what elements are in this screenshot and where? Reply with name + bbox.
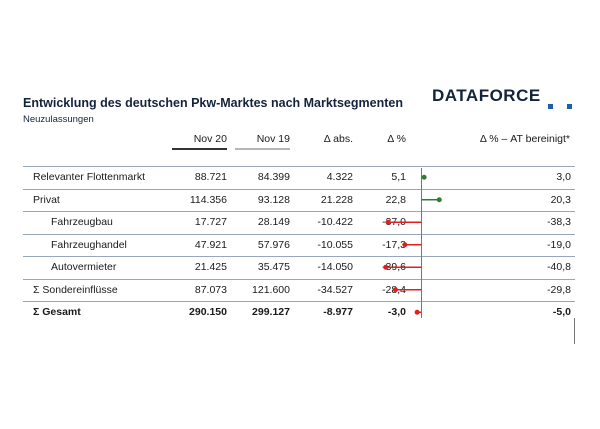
nov20-header-bar: [172, 148, 227, 150]
cell-nov20: 114.356: [189, 193, 227, 206]
nov19-header-bar: [235, 148, 290, 150]
cell-nov20: 17.727: [194, 216, 227, 228]
cell-nov19: 28.149: [257, 216, 290, 228]
cell-adj: -40,8: [547, 261, 571, 273]
table-row: Σ Gesamt 290.150 299.127 -8.977 -3,0 -5,0: [23, 301, 575, 323]
table-row: Σ Sondereinflüsse 87.073 121.600 -34.527 -28…: [23, 279, 575, 301]
col-header-adj: Δ % – AT bereinigt*: [479, 133, 570, 145]
row-label: Fahrzeugbau: [51, 216, 113, 228]
dataforce-logo: DATAFORCE: [432, 86, 541, 105]
row-separator: [23, 188, 575, 190]
cell-nov20: 21.425: [194, 261, 227, 273]
cell-pct: -39,6: [382, 261, 406, 273]
cell-abs: -8.977: [323, 306, 353, 318]
cell-pct: 22,8: [385, 193, 406, 206]
row-label: Privat: [33, 193, 60, 206]
cell-pct: -28,4: [382, 283, 406, 296]
cell-nov19: 93.128: [257, 193, 290, 206]
cell-adj: -29,8: [547, 283, 571, 296]
cell-adj: 20,3: [550, 193, 571, 206]
cell-nov19: 57.976: [257, 238, 290, 251]
chart-title: Entwicklung des deutschen Pkw-Marktes na…: [23, 96, 403, 110]
table-row: Relevanter Flottenmarkt 88.721 84.399 4.322…: [23, 166, 575, 188]
cell-pct: 5,1: [391, 171, 406, 183]
col-header-abs: Δ abs.: [323, 133, 353, 145]
cell-nov19: 121.600: [252, 283, 290, 296]
cell-pct: -37,0: [382, 216, 406, 228]
cell-nov19: 299.127: [252, 306, 290, 318]
cell-abs: -34.527: [317, 283, 353, 296]
cell-abs: -14.050: [317, 261, 353, 273]
logo-dot-1: [548, 104, 553, 109]
cell-adj: -5,0: [552, 306, 571, 318]
row-separator: [23, 256, 575, 257]
table-row: Autovermieter 21.425 35.475 -14.050 -39,6 -40…: [23, 256, 575, 278]
cell-adj: -19,0: [547, 238, 571, 251]
cell-adj: -38,3: [547, 216, 571, 228]
row-separator: [23, 301, 575, 302]
row-separator: [23, 211, 575, 212]
cell-pct: -17,3: [382, 238, 406, 251]
cell-abs: 21.228: [320, 193, 353, 206]
col-header-nov20: Nov 20: [193, 133, 227, 145]
cell-abs: -10.055: [317, 238, 353, 251]
logo-dot-2: [567, 104, 572, 109]
table-top-rule: [23, 166, 575, 167]
cell-adj: 3,0: [556, 171, 571, 183]
table-row: Privat 114.356 93.128 21.228 22,8 20,3: [23, 189, 575, 211]
cell-abs: -10.422: [317, 216, 353, 228]
col-header-nov19: Nov 19: [256, 133, 290, 145]
row-label: Σ Gesamt: [33, 306, 81, 318]
cell-nov20: 290.150: [189, 306, 227, 318]
row-separator: [23, 278, 575, 280]
row-label: Σ Sondereinflüsse: [33, 283, 118, 296]
cell-nov20: 87.073: [194, 283, 227, 296]
cell-pct: -3,0: [387, 306, 406, 318]
row-label: Autovermieter: [51, 261, 117, 273]
cell-nov19: 35.475: [257, 261, 290, 273]
row-separator: [23, 233, 575, 235]
cell-nov20: 47.921: [194, 238, 227, 251]
chart-zero-axis: [421, 168, 422, 318]
table-row: Fahrzeugbau 17.727 28.149 -10.422 -37,0 -38,3: [23, 211, 575, 233]
col-header-pct: Δ %: [387, 133, 406, 145]
table-row: Fahrzeughandel 47.921 57.976 -10.055 -17,3 -1…: [23, 234, 575, 256]
chart-subtitle: Neuzulassungen: [23, 114, 94, 125]
row-label: Relevanter Flottenmarkt: [33, 171, 146, 183]
cell-nov19: 84.399: [257, 171, 290, 183]
cell-nov20: 88.721: [194, 171, 227, 183]
row-label: Fahrzeughandel: [51, 238, 127, 251]
cell-abs: 4.322: [326, 171, 353, 183]
right-edge-line: [574, 318, 575, 344]
